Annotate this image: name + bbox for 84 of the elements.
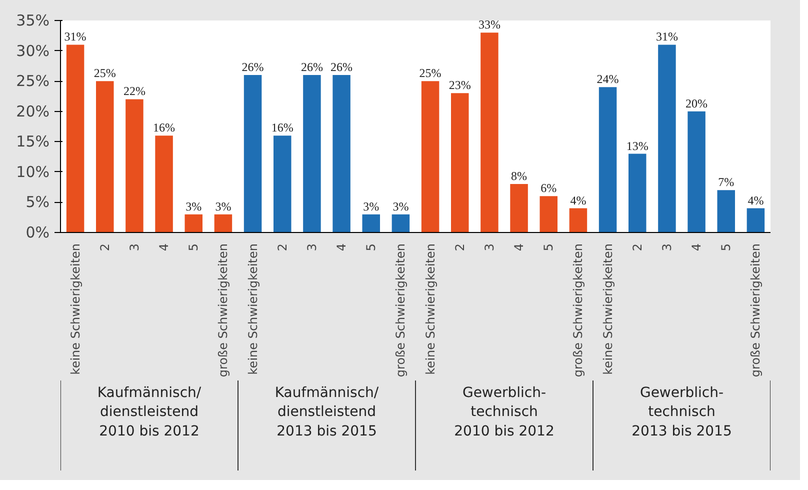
bar (421, 81, 440, 232)
data-label: 4% (748, 193, 764, 208)
y-tick-label: 30% (16, 42, 50, 60)
x-tick-label: große Schwierigkeiten (748, 243, 763, 378)
x-tick-label: 3 (304, 243, 319, 252)
data-label: 26% (242, 60, 264, 74)
bar (658, 44, 676, 232)
data-label: 3% (215, 199, 232, 214)
text: Kaufmännisch/ dienstleistend 2013 bis 2015 (274, 385, 379, 440)
x-tick-label: 5 (542, 243, 556, 252)
x-tick-label: große Schwierigkeiten (571, 243, 586, 378)
bar (717, 190, 735, 232)
bar (362, 214, 380, 232)
bar (688, 111, 706, 232)
x-tick-label: 3 (660, 243, 674, 252)
bar (598, 87, 617, 232)
data-label: 24% (596, 72, 619, 86)
data-label: 31% (64, 30, 86, 44)
bar (451, 93, 469, 232)
bar (66, 44, 84, 232)
y-tick-label: 15% (16, 132, 50, 151)
x-tick-label: 2 (275, 243, 290, 252)
x-tick-label: 4 (512, 243, 526, 252)
bar (184, 214, 202, 232)
bar (628, 154, 646, 232)
bar (746, 208, 765, 232)
data-label: 16% (153, 120, 176, 135)
x-tick-label: 4 (157, 243, 172, 252)
data-label: 3% (392, 199, 409, 214)
x-tick-label: 3 (127, 243, 142, 252)
x-tick-label: 5 (719, 243, 734, 252)
bar (126, 99, 144, 232)
data-label: 6% (540, 181, 557, 196)
data-label: 16% (271, 120, 294, 135)
data-label: 20% (686, 96, 708, 110)
x-tick-label: 4 (690, 243, 704, 252)
y-tick-label: 0% (26, 224, 50, 242)
y-tick-label: 20% (16, 102, 50, 120)
x-tick-label: keine Schwierigkeiten (600, 243, 615, 375)
x-tick-label: keine Schwierigkeiten (246, 243, 260, 375)
y-tick-label: 35% (16, 12, 50, 30)
x-tick-label: 3 (482, 243, 496, 252)
data-label: 7% (718, 175, 734, 190)
x-tick-label: 5 (364, 243, 378, 252)
data-label: 25% (94, 66, 116, 80)
bar (96, 81, 114, 232)
y-tick-label: 5% (26, 193, 50, 212)
bar (214, 214, 232, 232)
bar (540, 196, 558, 232)
x-tick-label: keine Schwierigkeiten (423, 243, 438, 375)
bar (244, 75, 262, 232)
bar (392, 214, 410, 232)
x-tick-label: 4 (334, 243, 349, 252)
data-label: 33% (478, 18, 500, 32)
bar (569, 208, 588, 232)
bar (155, 136, 173, 232)
data-label: 8% (511, 169, 528, 184)
data-label: 3% (186, 199, 202, 214)
x-tick-label: große Schwierigkeiten (394, 243, 408, 378)
text: Kaufmännisch/ dienstleistend 2010 bis 2012 (97, 385, 202, 440)
bar (480, 32, 498, 232)
data-label: 13% (626, 138, 648, 153)
x-tick-label: 2 (630, 243, 644, 252)
text: Gewerblich- technisch 2013 bis 2015 (632, 385, 732, 440)
data-label: 31% (656, 30, 678, 44)
data-label: 26% (330, 60, 353, 74)
bar (332, 75, 350, 232)
x-tick-label: 5 (186, 243, 201, 252)
data-label: 23% (448, 78, 471, 92)
y-tick-label: 10% (16, 162, 50, 181)
x-tick-label: 2 (98, 243, 112, 252)
bar (510, 184, 528, 232)
bar (274, 136, 292, 232)
text: Gewerblich- technisch 2010 bis 2012 (454, 385, 554, 440)
data-label: 26% (300, 60, 323, 74)
x-tick-label: keine Schwierigkeiten (68, 243, 82, 375)
data-label: 4% (570, 193, 586, 208)
data-label: 22% (123, 84, 146, 98)
bar (303, 75, 321, 232)
data-label: 3% (363, 199, 380, 214)
x-tick-label: große Schwierigkeiten (216, 243, 230, 378)
data-label: 25% (419, 66, 442, 80)
x-tick-label: 2 (452, 243, 467, 252)
y-tick-label: 25% (16, 72, 50, 90)
